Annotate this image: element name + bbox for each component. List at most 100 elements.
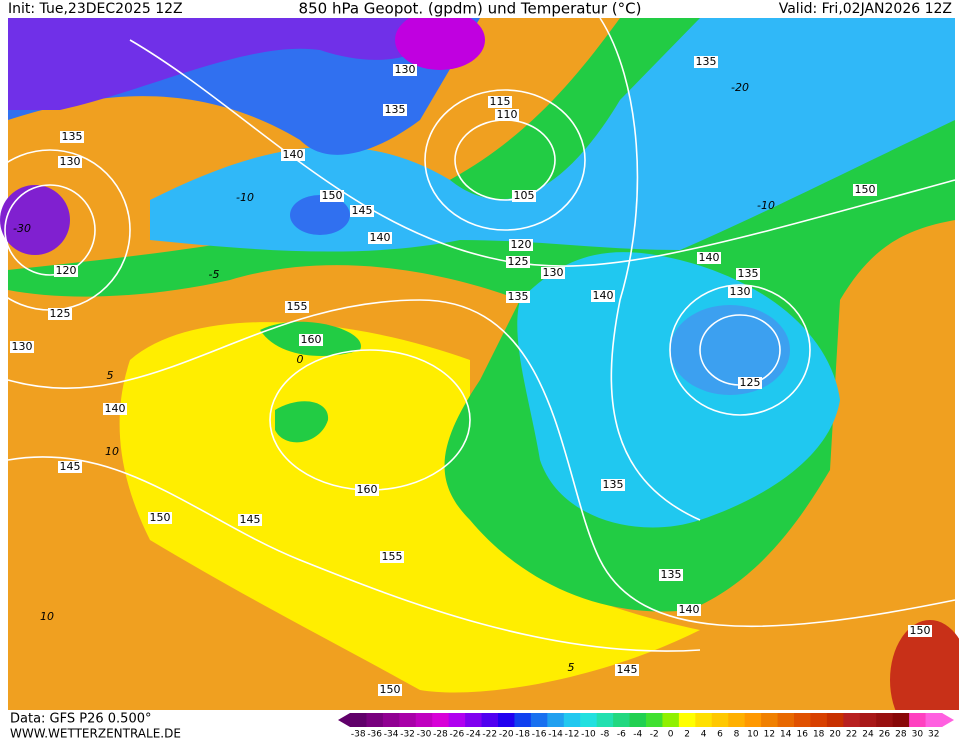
contour-label-bg: [615, 664, 639, 676]
contour-label: 145: [240, 513, 261, 526]
contour-label-bg: [285, 301, 309, 313]
contour-label: 150: [910, 624, 931, 637]
contour-label-bg: [736, 268, 760, 280]
isotherm-label: 10: [40, 610, 54, 623]
contour-label-bg: [697, 252, 721, 264]
isotherm-label: -20: [731, 81, 749, 94]
colorbar-label: 26: [879, 730, 891, 740]
colorbar-label: -2: [650, 730, 659, 740]
colorbar-label: 2: [684, 730, 690, 740]
contour-label: 145: [617, 663, 638, 676]
contour-label-bg: [148, 512, 172, 524]
colorbar-cell: [662, 713, 680, 727]
contour-label: 130: [60, 155, 81, 168]
colorbar-label: 0: [668, 730, 674, 740]
colorbar-cell: [678, 713, 696, 727]
contour-labels: 130 135 140 150 145 140 135 130 120 125 130 140 145 1…: [10, 55, 932, 696]
colorbar-cell: [909, 713, 927, 727]
colorbar-cell: [382, 713, 400, 727]
contour-label-bg: [281, 149, 305, 161]
contour-label: 135: [62, 130, 83, 143]
contour-label: 135: [661, 568, 682, 581]
contour-label: 135: [603, 478, 624, 491]
contour-label: 140: [679, 603, 700, 616]
contour-label-bg: [495, 109, 519, 121]
contour-line: [599, 17, 701, 521]
colorbar-label: 10: [747, 730, 759, 740]
contour-label-bg: [488, 96, 512, 108]
contour-label-bg: [677, 604, 701, 616]
isotherm-label: -10: [757, 199, 775, 212]
site: WWW.WETTERZENTRALE.DE: [10, 727, 181, 741]
colorbar-cell: [876, 713, 894, 727]
contour-label-bg: [853, 184, 877, 196]
contour-label: 120: [56, 264, 77, 277]
contour-label: 125: [508, 255, 529, 268]
colorbar-cell: [530, 713, 548, 727]
colorbar-label: 28: [895, 730, 907, 740]
contour-label-bg: [350, 205, 374, 217]
colorbar-cell: [547, 713, 565, 727]
field-purple: [0, 185, 70, 255]
contour-label-bg: [10, 341, 34, 353]
colorbar-label: -16: [532, 730, 547, 740]
field-purple: [8, 18, 460, 110]
geopotential-contours: [0, 17, 956, 652]
field-green: [275, 401, 329, 443]
contour-label-bg: [659, 569, 683, 581]
colorbar-label: -6: [617, 730, 626, 740]
colorbar-cell: [810, 713, 828, 727]
temperature-field: [0, 10, 959, 740]
contour-label-bg: [58, 156, 82, 168]
field-blue: [670, 305, 790, 395]
contour-label-bg: [355, 484, 379, 496]
colorbar-cell: [761, 713, 779, 727]
valid-time: Valid: Fri,02JAN2026 12Z: [779, 1, 952, 17]
colorbar-cell: [728, 713, 746, 727]
contour-label: 130: [12, 340, 33, 353]
colorbar-cell: [826, 713, 844, 727]
colorbar-cell: [432, 713, 450, 727]
contour-label-bg: [512, 190, 536, 202]
isotherm-label: 5: [568, 661, 575, 674]
contour-label-bg: [103, 403, 127, 415]
field-hot: [890, 620, 959, 740]
colorbar-label: 12: [764, 730, 775, 740]
contour-label: 125: [50, 307, 71, 320]
field-blue: [290, 195, 350, 235]
data-source: Data: GFS P26 0.500°: [10, 712, 152, 727]
contour-line: [7, 456, 701, 652]
colorbar-label: 24: [862, 730, 874, 740]
contour-label: 140: [105, 402, 126, 415]
colorbar-label: -20: [499, 730, 514, 740]
contour-label-bg: [48, 308, 72, 320]
colorbar-label: -24: [466, 730, 481, 740]
contour-label: 140: [593, 289, 614, 302]
colorbar-cell: [481, 713, 499, 727]
contour-label: 150: [380, 683, 401, 696]
colorbar-cell: [448, 713, 466, 727]
contour-line: [4, 184, 96, 276]
contour-label-bg: [541, 267, 565, 279]
colorbar-cell: [465, 713, 483, 727]
colorbar-label: 18: [813, 730, 825, 740]
contour-label: 155: [382, 550, 403, 563]
contour-label: 140: [699, 251, 720, 264]
colorbar-cell: [925, 713, 943, 727]
colorbar-cell: [580, 713, 598, 727]
contour-label: 105: [514, 189, 535, 202]
contour-label-bg: [368, 232, 392, 244]
isotherm-label: 10: [105, 445, 119, 458]
contour-label: 160: [357, 483, 378, 496]
contour-label: 110: [497, 108, 518, 121]
contour-label: 135: [696, 55, 717, 68]
colorbar-cell: [415, 713, 433, 727]
colorbar-label: -30: [417, 730, 432, 740]
colorbar: -38 -36 -34 -32 -30 -28 -26 -24 -22 -20 -18 -16 -14-…: [338, 713, 954, 740]
contour-label: 130: [730, 285, 751, 298]
contour-label: 130: [543, 266, 564, 279]
map-title: 850 hPa Geopot. (gpdm) und Temperatur (°…: [299, 0, 642, 18]
contour-label: 150: [150, 511, 171, 524]
contour-label-bg: [54, 265, 78, 277]
colorbar-cell: [859, 713, 877, 727]
